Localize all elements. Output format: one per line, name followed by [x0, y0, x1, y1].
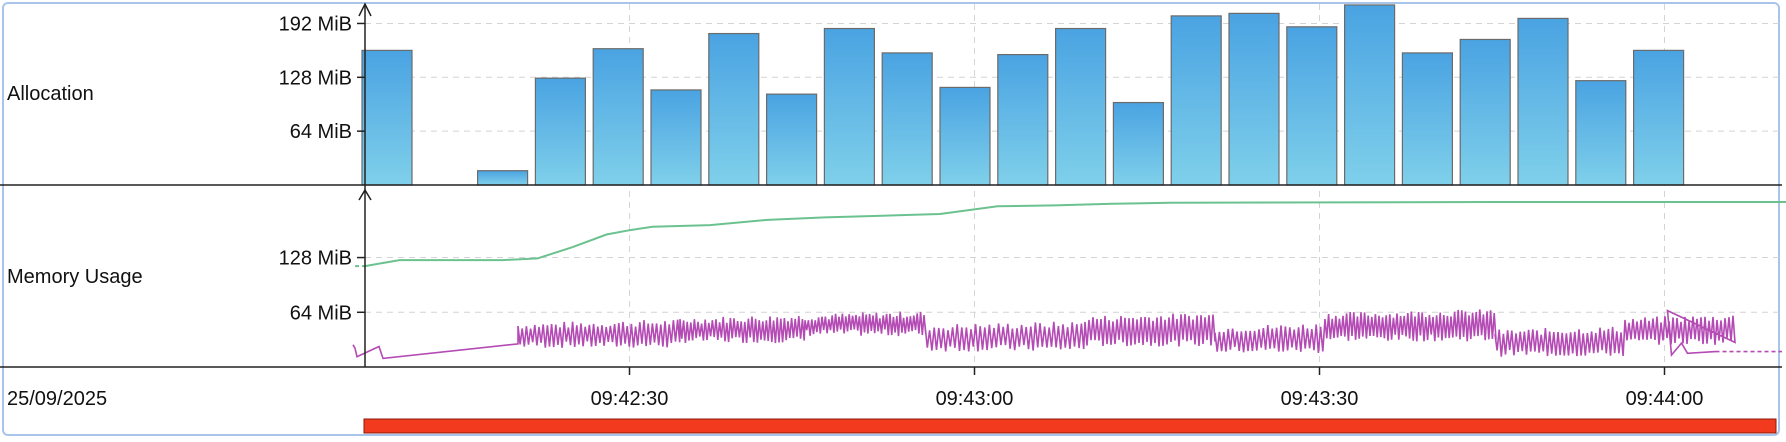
memory-y-axis-arrow	[358, 188, 372, 201]
y-tick-label: 64 MiB	[290, 121, 352, 143]
y-tick-label: 192 MiB	[279, 13, 352, 35]
memory-y-ticks: 128 MiB 64 MiB	[279, 248, 365, 324]
allocation-bar	[823, 27, 876, 186]
heap-used-line	[352, 309, 1736, 360]
allocation-bar	[1054, 27, 1107, 186]
allocation-bar	[1632, 49, 1685, 186]
memory-usage-label: Memory Usage	[7, 266, 143, 288]
allocation-bar	[477, 170, 529, 186]
x-tick-label: 09:44:00	[1626, 388, 1704, 410]
allocation-bar	[650, 89, 702, 186]
allocation-bar	[1228, 12, 1280, 186]
allocation-bar	[939, 86, 991, 186]
y-tick-label: 128 MiB	[279, 67, 352, 89]
allocation-bar	[1343, 4, 1396, 186]
allocation-bar	[881, 52, 933, 186]
allocation-bar	[1401, 52, 1454, 186]
allocation-bar	[1575, 80, 1627, 186]
allocation-bar	[1112, 101, 1165, 186]
x-axis-ticks: 09:42:30 09:43:00 09:43:30 09:44:00	[591, 367, 1704, 410]
allocation-y-ticks: 192 MiB 128 MiB 64 MiB	[279, 13, 365, 143]
allocation-bar	[1170, 15, 1222, 186]
allocation-y-axis-arrow	[358, 2, 372, 17]
allocation-bar	[361, 49, 413, 186]
allocation-bar	[1459, 38, 1511, 186]
allocation-bar	[1517, 17, 1569, 186]
memory-series	[352, 201, 1786, 360]
allocation-bar	[997, 53, 1049, 186]
allocation-bar	[708, 32, 760, 186]
allocation-bar	[592, 48, 644, 186]
date-label: 25/09/2025	[7, 388, 107, 410]
allocation-label: Allocation	[7, 83, 94, 105]
x-tick-label: 09:42:30	[591, 388, 669, 410]
y-tick-label: 64 MiB	[290, 302, 352, 324]
x-tick-label: 09:43:00	[936, 388, 1014, 410]
allocation-bar	[765, 93, 818, 186]
allocation-bars	[361, 4, 1685, 186]
timeline-range-bar[interactable]	[363, 418, 1777, 434]
allocation-bar	[1286, 26, 1338, 186]
x-tick-label: 09:43:30	[1281, 388, 1359, 410]
allocation-bar	[534, 77, 587, 186]
y-tick-label: 128 MiB	[279, 248, 352, 270]
heap-committed-line	[364, 201, 1786, 268]
